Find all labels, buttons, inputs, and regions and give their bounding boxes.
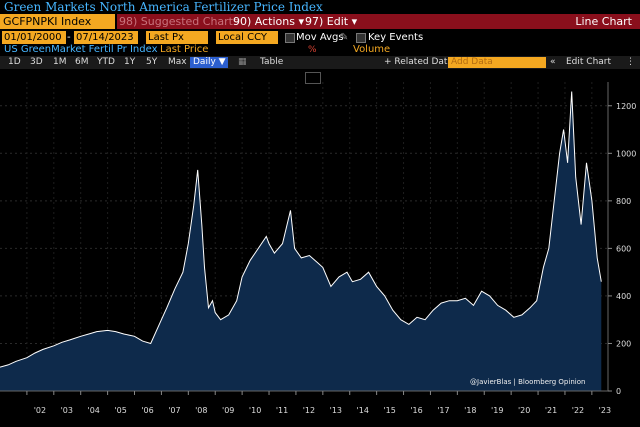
title-bar: Green Markets North America Fertilizer P…	[0, 0, 640, 14]
x-tick-label: '21	[545, 406, 557, 415]
period-3d[interactable]: 3D	[30, 57, 43, 67]
price-chart: 0 200 400 600 800 1000 1200 '02 '03 '04 '05 '06 '07 '…	[0, 82, 636, 415]
x-tick-label: '13	[330, 406, 342, 415]
suggested-charts-button[interactable]: 98) Suggested Charts	[119, 15, 239, 28]
x-tick-label: '04	[88, 406, 100, 415]
actions-menu[interactable]: 90) Actions ▾	[233, 15, 304, 28]
period-6m[interactable]: 6M	[75, 57, 89, 67]
x-tick-label: '09	[222, 406, 234, 415]
x-tick-label: '22	[572, 406, 584, 415]
y-tick-label: 1200	[616, 102, 636, 111]
series-line	[0, 91, 602, 368]
x-tick-label: '11	[276, 406, 288, 415]
volume-legend: Volume	[353, 44, 391, 55]
x-tick-label: '08	[195, 406, 207, 415]
mov-avgs-checkbox[interactable]	[285, 33, 295, 43]
collapse-icon[interactable]: «	[550, 57, 556, 67]
credit-text: @JavierBlas | Bloomberg Opinion	[470, 378, 586, 386]
y-tick-label: 1000	[616, 149, 636, 158]
y-tick-label: 0	[616, 387, 621, 396]
start-date-field[interactable]: 01/01/2000	[2, 31, 66, 44]
x-tick-label: '19	[491, 406, 503, 415]
period-ytd[interactable]: YTD	[97, 57, 115, 67]
x-tick-label: '10	[249, 406, 261, 415]
key-events-label: Key Events	[368, 32, 424, 43]
command-bar-background	[117, 14, 640, 29]
x-tick-label: '05	[114, 406, 126, 415]
table-grid-icon[interactable]: ▦	[238, 57, 247, 67]
x-tick-label: '20	[518, 406, 530, 415]
pencil-icon[interactable]: ✎	[340, 32, 349, 43]
period-1d[interactable]: 1D	[8, 57, 21, 67]
field-select[interactable]: Last Px	[146, 31, 208, 44]
key-events-checkbox[interactable]	[356, 33, 366, 43]
date-separator: -	[67, 32, 71, 43]
security-name: US GreenMarket Fertil Pr Index	[4, 44, 158, 55]
x-tick-label: '07	[168, 406, 180, 415]
x-tick-label: '02	[34, 406, 46, 415]
period-5y[interactable]: 5Y	[146, 57, 158, 67]
period-bar: 1D 3D 1M 6M YTD 1Y 5Y Max Daily ▼ ▦ Tabl…	[0, 56, 640, 69]
command-bar: GCFPNPKI Index 98) Suggested Charts 90) …	[0, 14, 640, 29]
y-tick-label: 200	[616, 339, 631, 348]
period-1y[interactable]: 1Y	[124, 57, 136, 67]
x-tick-label: '23	[599, 406, 611, 415]
period-max[interactable]: Max	[168, 57, 187, 67]
volume-marker-icon: %	[308, 45, 317, 55]
mov-avgs-label: Mov Avgs	[296, 32, 344, 43]
end-date-field[interactable]: 07/14/2023	[74, 31, 138, 44]
parameters-bar: 01/01/2000 - 07/14/2023 Last Px Local CC…	[0, 31, 640, 45]
field-legend: Last Price	[160, 44, 209, 55]
legend-bar: US GreenMarket Fertil Pr Index Last Pric…	[0, 44, 640, 56]
currency-select[interactable]: Local CCY	[216, 31, 278, 44]
x-tick-label: '18	[464, 406, 476, 415]
y-tick-label: 800	[616, 197, 631, 206]
window-title: Green Markets North America Fertilizer P…	[4, 0, 323, 14]
x-tick-label: '14	[357, 406, 369, 415]
x-tick-label: '03	[61, 406, 73, 415]
edit-chart-button[interactable]: Edit Chart	[566, 57, 612, 67]
add-data-input[interactable]: Add Data	[448, 57, 546, 68]
x-tick-label: '06	[141, 406, 153, 415]
series-area	[0, 91, 602, 391]
chart-type-label: Line Chart	[575, 15, 632, 28]
table-button[interactable]: Table	[260, 57, 284, 67]
ticker-field[interactable]: GCFPNPKI Index	[0, 14, 115, 29]
y-tick-label: 400	[616, 292, 631, 301]
x-tick-label: '16	[410, 406, 422, 415]
edit-menu[interactable]: 97) Edit ▾	[305, 15, 358, 28]
x-tick-label: '12	[303, 406, 315, 415]
period-1m[interactable]: 1M	[53, 57, 67, 67]
x-tick-label: '15	[383, 406, 395, 415]
x-tick-label: '17	[437, 406, 449, 415]
frequency-select[interactable]: Daily ▼	[190, 57, 228, 68]
chart-thumbnail-icon[interactable]	[305, 72, 321, 84]
more-options-icon[interactable]: ⋮	[626, 57, 635, 67]
y-tick-label: 600	[616, 244, 631, 253]
related-data-button[interactable]: + Related Dat	[384, 57, 448, 67]
